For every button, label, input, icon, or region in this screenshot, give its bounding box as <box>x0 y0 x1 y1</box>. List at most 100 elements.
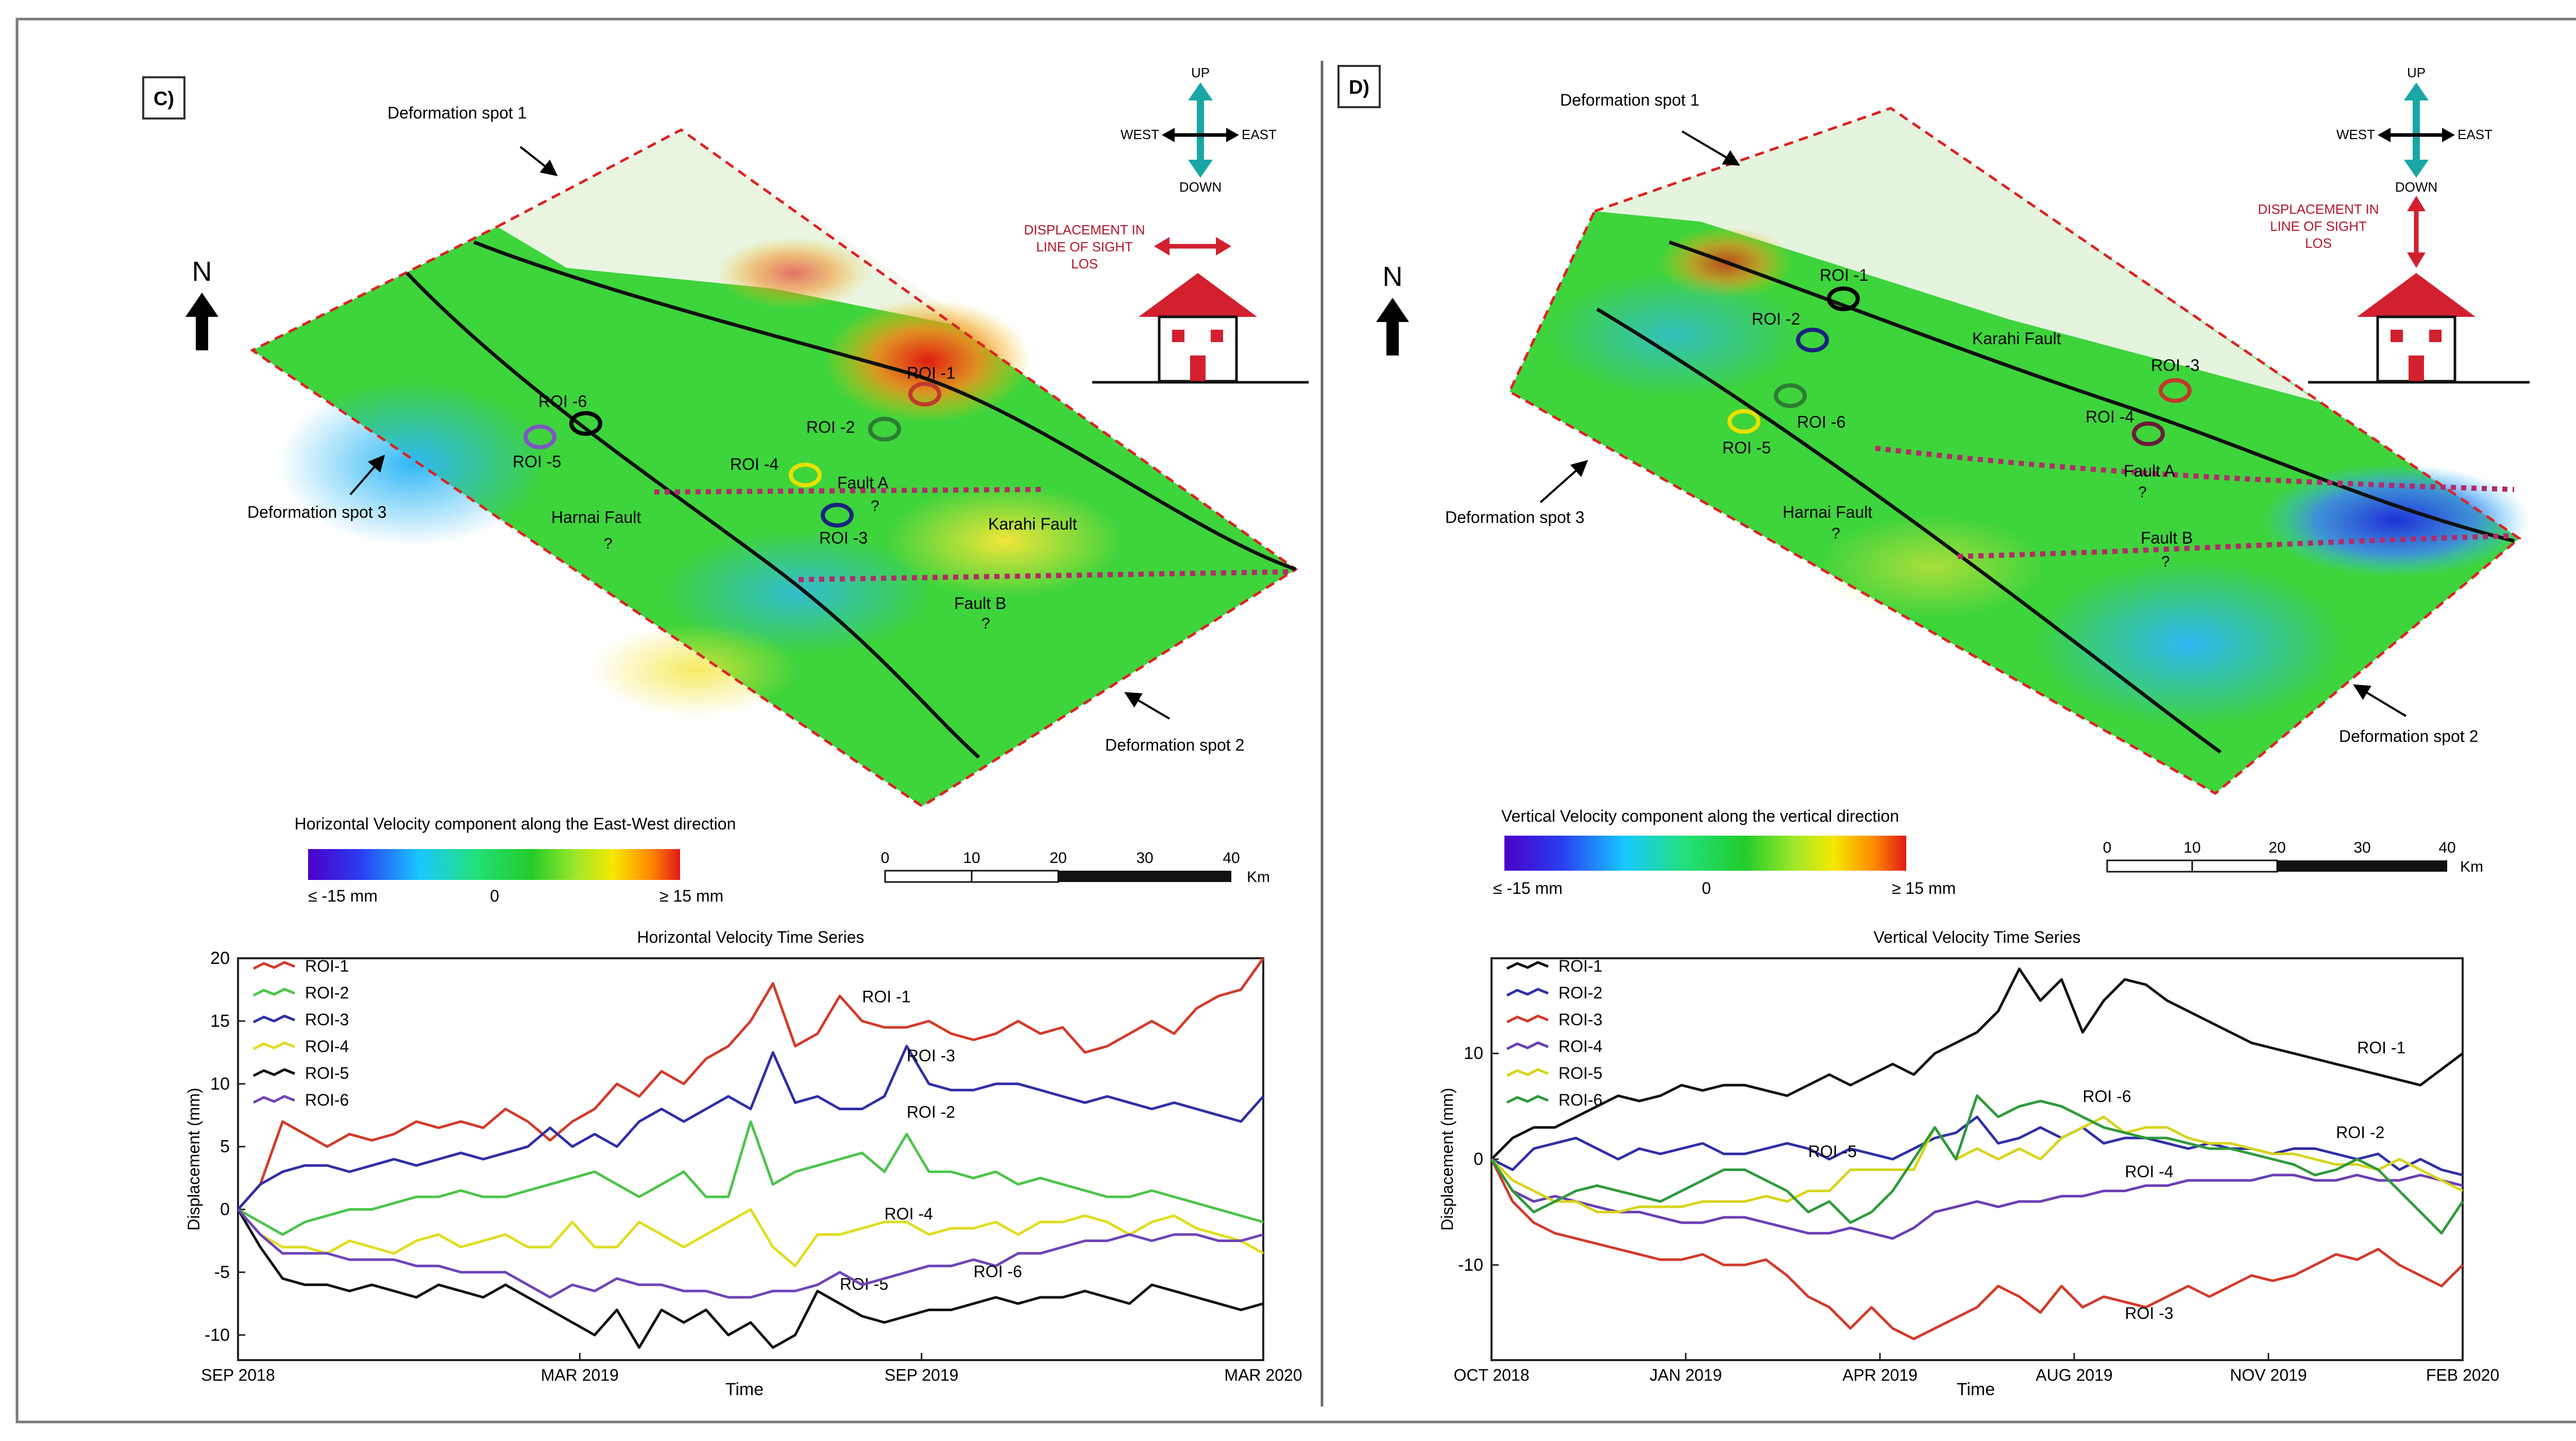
series-line-roi-4 <box>1490 1158 2463 1240</box>
chart-title: Vertical Velocity Time Series <box>1874 928 2081 946</box>
fault-b-q: ? <box>2161 553 2170 570</box>
roi-2-label: ROI -2 <box>1752 310 1800 328</box>
roi-2-marker <box>1796 328 1829 352</box>
spot-1-arrow <box>1681 130 1740 166</box>
fault-b-line <box>1957 533 2515 559</box>
compass-icon <box>2378 82 2455 178</box>
roi-5-label: ROI -5 <box>513 452 561 471</box>
scale-unit: Km <box>2460 858 2483 875</box>
scale-40: 40 <box>2438 839 2455 856</box>
legend-label: ROI-2 <box>305 984 349 1002</box>
x-axis-label: Time <box>725 1380 764 1399</box>
legend-swatch <box>252 988 295 997</box>
colorbar-min: ≤ -15 mm <box>1493 879 1563 897</box>
legend-swatch <box>1506 1014 1549 1024</box>
legend-label: ROI-3 <box>305 1010 349 1029</box>
series-label-roi-4: ROI -4 <box>2125 1162 2173 1181</box>
fault-a-line <box>654 487 1041 495</box>
legend-swatch <box>252 1095 295 1104</box>
north-label: N <box>1383 261 1403 292</box>
series-label-roi-3: ROI -3 <box>2125 1304 2173 1323</box>
spot-3-arrow <box>1539 460 1588 503</box>
roi-4-marker <box>2132 421 2165 446</box>
compass-up: UP <box>1191 65 1210 80</box>
y-tick-label: 20 <box>210 948 230 968</box>
series-line-roi-3 <box>237 1045 1264 1211</box>
compass-east: EAST <box>1242 127 1277 142</box>
warm-area <box>886 484 1123 598</box>
compass-up: UP <box>2407 65 2426 80</box>
roi-4-label: ROI -4 <box>2086 408 2134 426</box>
x-tick-label: SEP 2019 <box>885 1366 959 1384</box>
series-line-roi-5 <box>236 1209 1264 1349</box>
right-map-panel: D) ROI -1 ROI -2 ROI -3 ROI -4 ROI -5 RO… <box>1337 65 2530 897</box>
colorbar-max: ≥ 15 mm <box>659 887 723 905</box>
legend-swatch <box>1506 1095 1549 1104</box>
series-line-roi-2 <box>237 1120 1264 1236</box>
velocity-map <box>252 130 1296 806</box>
y-axis-label: Displacement (mm) <box>184 1088 203 1230</box>
y-tick-label: 15 <box>210 1011 230 1031</box>
legend-label: ROI-6 <box>305 1091 349 1109</box>
warm-area-2 <box>592 623 799 716</box>
los-line2: LINE OF SIGHT <box>2270 218 2367 234</box>
scale-bar <box>884 870 1231 883</box>
roi-1-marker <box>908 382 941 406</box>
karahi-fault-line <box>473 240 1297 571</box>
scale-0: 0 <box>2103 839 2112 856</box>
roi-6-label: ROI -6 <box>538 392 587 411</box>
y-tick-label: -5 <box>214 1262 230 1282</box>
series-label-roi-2: ROI -2 <box>2336 1123 2384 1142</box>
house-icon <box>2308 273 2530 384</box>
los-line1: DISPLACEMENT IN <box>1024 222 1145 238</box>
x-tick-label: JAN 2019 <box>1650 1366 1722 1384</box>
series-line-roi-6 <box>1490 1094 2464 1235</box>
roi-2-marker <box>868 417 901 442</box>
karahi-fault-label: Karahi Fault <box>988 515 1077 533</box>
compass-east: EAST <box>2458 127 2493 142</box>
series-line-roi-6 <box>237 1208 1264 1299</box>
los-line3: LOS <box>1071 256 1098 272</box>
y-axis-label: Displacement (mm) <box>1438 1088 1456 1230</box>
cool-area <box>278 381 546 546</box>
deformation-spot-2-label: Deformation spot 2 <box>1105 736 1244 754</box>
compass-down: DOWN <box>2395 179 2437 195</box>
harnai-fault-q: ? <box>1832 525 1840 542</box>
karahi-fault-line <box>1668 240 2515 543</box>
series-line-roi-1 <box>237 957 1265 1211</box>
y-tick-label: 0 <box>1473 1149 1483 1169</box>
legend-swatch <box>252 1014 295 1024</box>
hotspot <box>824 299 1030 422</box>
series-label-roi-4: ROI -4 <box>885 1205 933 1223</box>
fault-a-label: Fault A <box>837 473 889 492</box>
series-label-roi-3: ROI -3 <box>907 1046 955 1065</box>
scale-20: 20 <box>2268 839 2285 856</box>
legend-label: ROI-4 <box>305 1037 349 1056</box>
compass-west: WEST <box>1121 127 1159 142</box>
fault-a-q: ? <box>871 498 879 515</box>
roi-2-label: ROI -2 <box>806 418 855 436</box>
chart-title: Horizontal Velocity Time Series <box>637 928 864 946</box>
x-tick-label: MAR 2019 <box>541 1366 619 1384</box>
y-tick-label: 0 <box>220 1200 230 1219</box>
warm-area <box>1819 515 2045 618</box>
series-label-roi-1: ROI -1 <box>2357 1039 2405 1057</box>
series-line-roi-1 <box>1490 968 2464 1160</box>
x-tick-label: AUG 2019 <box>2036 1366 2112 1384</box>
compass-icon <box>1162 82 1239 178</box>
compass-down: DOWN <box>1179 179 1222 195</box>
plot-area <box>237 957 1264 1361</box>
colorbar-title: Vertical Velocity component along the ve… <box>1501 807 1899 825</box>
north-arrow-icon <box>185 293 218 350</box>
roi-4-marker <box>789 463 822 487</box>
legend-label: ROI-1 <box>305 957 349 975</box>
scale-30: 30 <box>1136 850 1153 867</box>
karahi-fault-label: Karahi Fault <box>1972 329 2061 348</box>
harnai-fault-label: Harnai Fault <box>551 508 641 527</box>
cool-area-3 <box>1546 273 1803 397</box>
roi-3-label: ROI -3 <box>819 529 868 547</box>
series-line-roi-3 <box>1490 1158 2464 1341</box>
scale-bar <box>2106 859 2447 873</box>
house-icon <box>1092 273 1309 384</box>
